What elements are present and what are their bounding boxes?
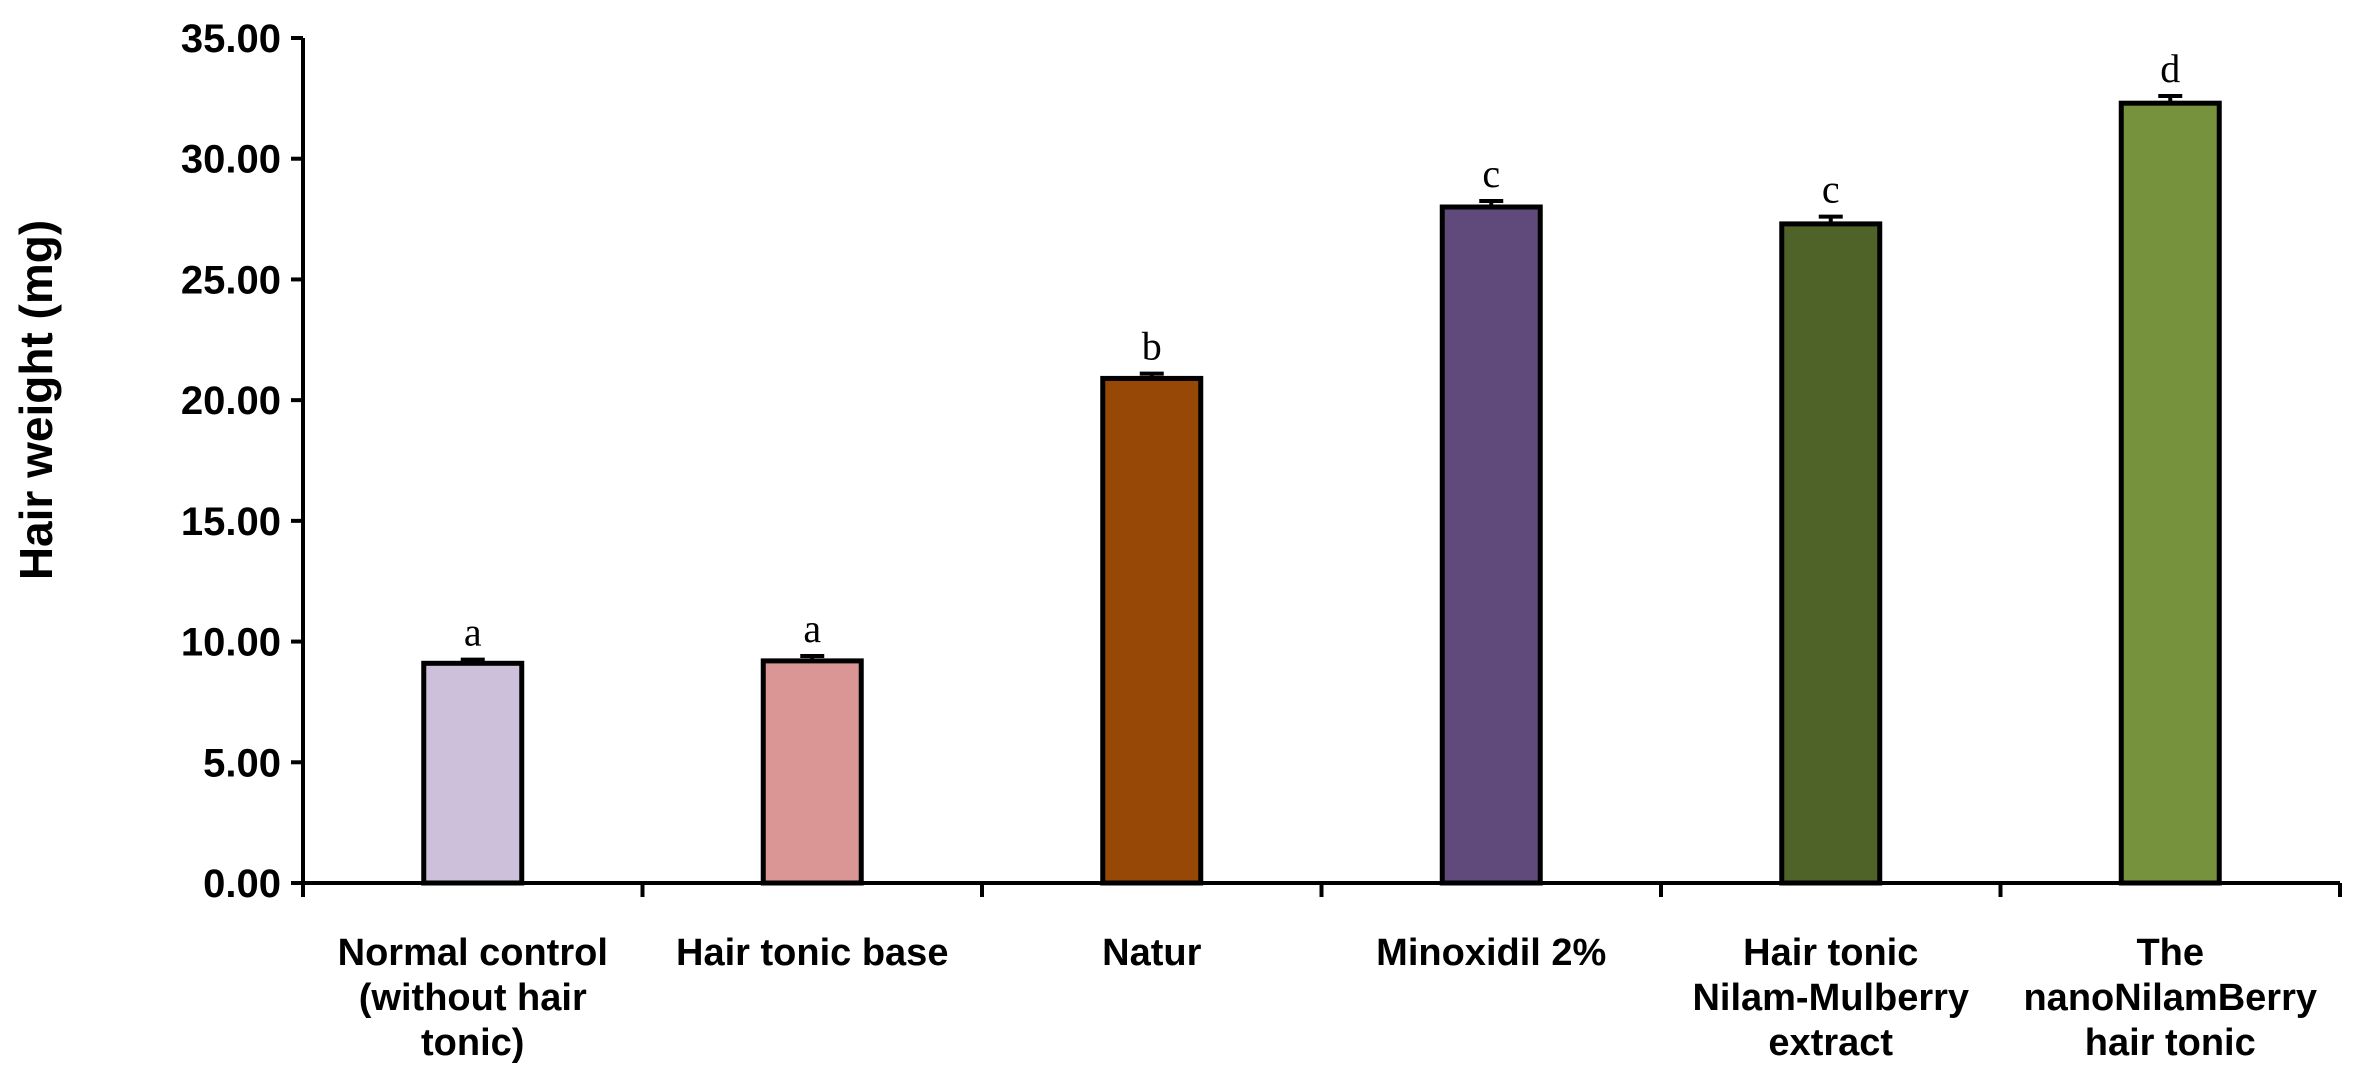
bars-group: a a b c c d xyxy=(421,46,2222,886)
y-axis-ticks: 0.00 5.00 10.00 15.00 20.00 25.00 30.00 35.00 xyxy=(181,17,303,906)
significance-label: a xyxy=(803,606,821,651)
bar xyxy=(1100,375,1204,886)
x-category-label: Hair tonic base xyxy=(676,932,948,974)
x-category-label-line: Minoxidil 2% xyxy=(1376,932,1606,974)
x-category-label: Minoxidil 2% xyxy=(1376,932,1606,974)
x-category-label-line: hair tonic xyxy=(2085,1022,2256,1064)
significance-label: b xyxy=(1142,324,1162,369)
y-tick-label: 10.00 xyxy=(181,621,281,665)
x-category-label: Normal control (without hair tonic) xyxy=(338,932,608,1064)
bar xyxy=(760,658,864,886)
bar xyxy=(1779,221,1883,886)
x-category-label: Natur xyxy=(1102,932,1201,974)
x-category-label-line: (without hair xyxy=(359,977,587,1019)
x-axis-labels: Normal control (without hair tonic) Hair to… xyxy=(338,932,2317,1064)
x-category-label-line: Hair tonic xyxy=(1743,932,1918,974)
bar xyxy=(421,660,525,886)
axes xyxy=(301,38,2342,897)
y-tick-label: 5.00 xyxy=(203,741,281,785)
y-tick-label: 15.00 xyxy=(181,500,281,544)
bar xyxy=(2118,100,2222,886)
x-category-label-line: Normal control xyxy=(338,932,608,974)
x-category-label-line: Nilam-Mulberry xyxy=(1692,977,1969,1019)
y-tick-label: 25.00 xyxy=(181,258,281,302)
significance-label: a xyxy=(464,610,482,655)
y-tick-label: 30.00 xyxy=(181,138,281,182)
x-category-label-line: extract xyxy=(1768,1022,1893,1064)
significance-label: d xyxy=(2160,46,2180,91)
x-category-label: Hair tonic Nilam-Mulberry extract xyxy=(1692,932,1969,1064)
x-category-label-line: Hair tonic base xyxy=(676,932,948,974)
bar xyxy=(1439,204,1543,886)
y-tick-label: 0.00 xyxy=(203,862,281,906)
x-category-label-line: nanoNilamBerry xyxy=(2023,977,2317,1019)
y-tick-label: 20.00 xyxy=(181,379,281,423)
x-category-label-line: Natur xyxy=(1102,932,1201,974)
x-category-label-line: The xyxy=(2136,932,2204,974)
significance-label: c xyxy=(1482,151,1500,196)
x-category-label: The nanoNilamBerry hair tonic xyxy=(2023,932,2317,1064)
y-tick-label: 35.00 xyxy=(181,17,281,61)
y-axis-title: Hair weight (mg) xyxy=(10,220,62,580)
x-category-label-line: tonic) xyxy=(421,1022,524,1064)
significance-label: c xyxy=(1822,167,1840,212)
